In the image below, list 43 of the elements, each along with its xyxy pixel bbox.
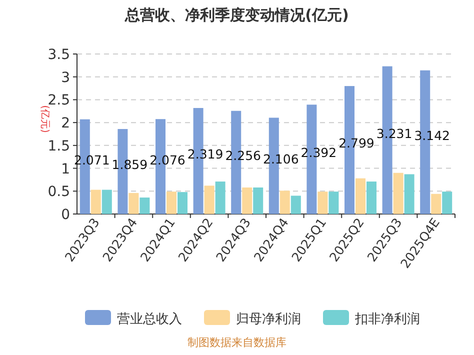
y-tick-label: 3 (61, 70, 70, 86)
text: 制图数据来自数据库 (188, 336, 286, 349)
y-axis-title: (亿元) (39, 105, 50, 133)
bar (290, 196, 301, 214)
y-tick-label: 1.5 (48, 138, 70, 154)
chart-title: 总营收、净利季度变动情况(亿元) (124, 6, 349, 24)
data-label: 2.106 (263, 152, 299, 167)
legend-label: 归母净利润 (236, 312, 301, 327)
bar (328, 192, 339, 214)
y-tick-label: 3.5 (48, 47, 70, 63)
data-label: 3.142 (414, 128, 450, 143)
data-label: 3.231 (376, 126, 412, 141)
bar (356, 178, 366, 214)
bar (393, 172, 404, 214)
bar (102, 190, 112, 214)
data-label: 2.392 (300, 145, 337, 160)
bar (128, 192, 139, 214)
bar (140, 198, 150, 214)
bar (253, 187, 264, 214)
legend-label: 扣非净利润 (354, 312, 420, 327)
legend-label: 营业总收入 (117, 312, 182, 327)
bar (431, 194, 442, 214)
bar (90, 190, 101, 214)
bar (404, 174, 414, 214)
data-label: 2.256 (225, 148, 262, 164)
bar (318, 192, 328, 214)
y-tick-label: 0.5 (48, 184, 70, 200)
data-label: 2.076 (150, 152, 186, 168)
bar (215, 182, 226, 214)
y-tick-label: 2 (61, 116, 70, 132)
data-label: 2.799 (338, 136, 374, 151)
data-label: 1.859 (112, 157, 148, 172)
y-tick-label: 0 (61, 207, 70, 223)
bar (204, 186, 214, 214)
bar (166, 192, 176, 214)
bar (178, 192, 188, 214)
bar (366, 182, 376, 214)
bar (442, 192, 452, 214)
bar (280, 190, 290, 214)
y-tick-label: 2.5 (48, 92, 70, 109)
bar (242, 187, 252, 214)
y-tick-label: 1 (61, 161, 70, 178)
data-label: 2.319 (187, 146, 224, 162)
